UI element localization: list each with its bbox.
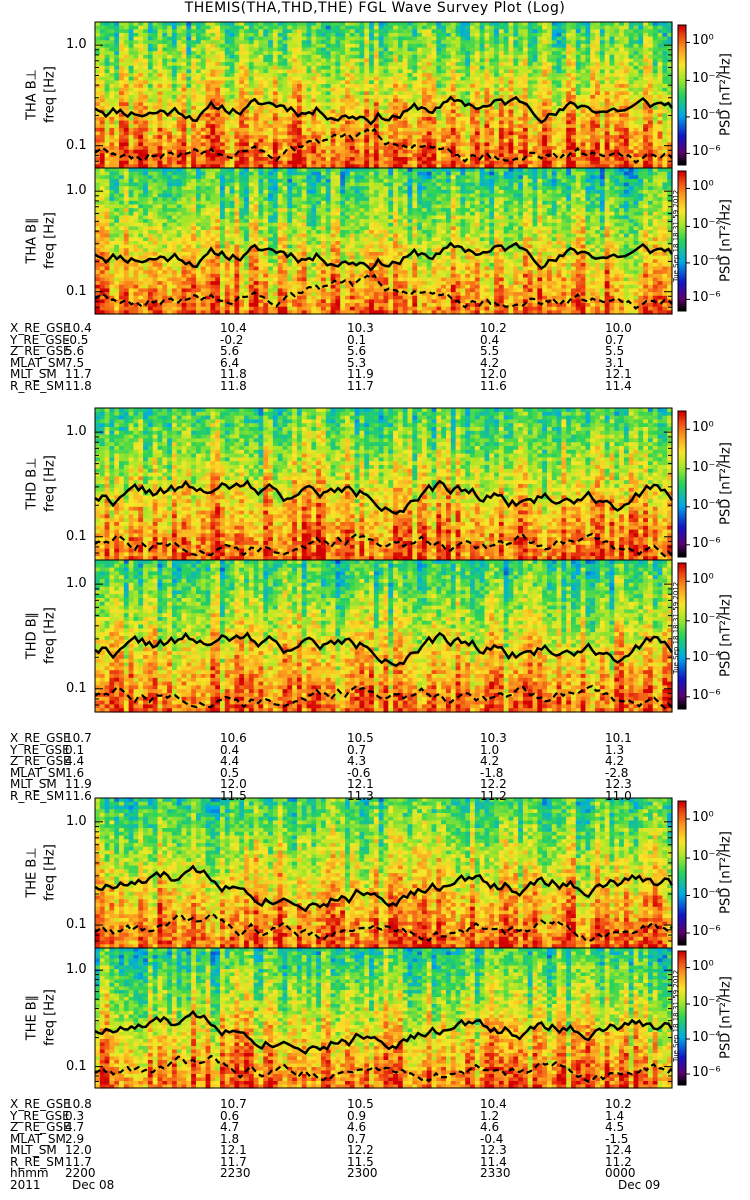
ytick-label: 0.1 xyxy=(66,529,87,544)
wave-survey-plot xyxy=(0,0,750,1200)
colorbar xyxy=(678,411,690,558)
panel-label: THD B∥ xyxy=(25,576,40,696)
panel-tha-bpar xyxy=(95,168,690,315)
colorbar-title: PSD [nT²/Hz] xyxy=(719,186,734,296)
ytick-label: 1.0 xyxy=(66,183,87,198)
ephem-value: 11.8 xyxy=(65,380,92,392)
panel-label: THE B⊥ xyxy=(25,813,40,933)
colorbar-tick-label: 10⁻⁴ xyxy=(692,498,721,513)
colorbar-tick-label: 10⁻⁶ xyxy=(692,290,721,305)
ephem-value: 11.4 xyxy=(605,380,632,392)
freq-axis-label: freq [Hz] xyxy=(43,576,58,696)
freq-axis-label: freq [Hz] xyxy=(43,35,58,155)
ephem-value: 11.2 xyxy=(480,790,507,802)
heatmap xyxy=(95,408,673,561)
panel-label: THE B∥ xyxy=(25,958,40,1078)
ephem-value: 11.7 xyxy=(347,380,374,392)
ytick-label: 0.1 xyxy=(66,917,87,932)
panel-label: THA B⊥ xyxy=(25,35,40,155)
ephem-value: 11.6 xyxy=(65,790,92,802)
ephem-label: R_RE_SM xyxy=(10,380,64,392)
colorbar-tick-label: 10⁰ xyxy=(692,33,714,48)
colorbar-tick-label: 10⁻⁶ xyxy=(692,688,721,703)
ephem-label: R_RE_SM xyxy=(10,790,64,802)
date-end: Dec 09 xyxy=(618,1179,660,1191)
freq-axis-label: freq [Hz] xyxy=(43,181,58,301)
ytick-label: 1.0 xyxy=(66,814,87,829)
colorbar-tick-label: 10⁰ xyxy=(692,959,714,974)
ephem-value: 2230 xyxy=(220,1167,251,1179)
colorbar-tick-label: 10⁰ xyxy=(692,810,714,825)
ephem-value: 2330 xyxy=(480,1167,511,1179)
colorbar-tick-label: 10⁻⁶ xyxy=(692,1065,721,1080)
colorbar-tick-label: 10⁰ xyxy=(692,572,714,587)
colorbar xyxy=(678,25,690,166)
colorbar-tick-label: 10⁻² xyxy=(692,995,721,1010)
ytick-label: 1.0 xyxy=(66,37,87,52)
colorbar-tick-label: 10⁻⁶ xyxy=(692,536,721,551)
ytick-label: 0.1 xyxy=(66,681,87,696)
freq-axis-label: freq [Hz] xyxy=(43,958,58,1078)
panel-thd-bpar xyxy=(95,560,690,713)
ytick-label: 0.1 xyxy=(66,1059,87,1074)
colorbar xyxy=(678,801,690,946)
ytick-label: 0.1 xyxy=(66,284,87,299)
colorbar-title: PSD [nT²/Hz] xyxy=(719,40,734,150)
colorbar-tick-label: 10⁻⁴ xyxy=(692,887,721,902)
colorbar-tick-label: 10⁻² xyxy=(692,460,721,475)
panel-label: THA B∥ xyxy=(25,181,40,301)
timestamp-stamp: Tue Sep 18 18:31:59 2012 xyxy=(672,192,680,282)
ephem-value: 2300 xyxy=(347,1167,378,1179)
ephem-value: 11.3 xyxy=(347,790,374,802)
ephem-value: 11.6 xyxy=(480,380,507,392)
colorbar-tick-label: 10⁰ xyxy=(692,179,714,194)
colorbar-tick-label: 10⁻² xyxy=(692,612,721,627)
colorbar-title: PSD [nT²/Hz] xyxy=(719,963,734,1073)
ephem-value: 11.0 xyxy=(605,790,632,802)
colorbar-tick-label: 10⁻⁶ xyxy=(692,144,721,159)
ytick-label: 1.0 xyxy=(66,424,87,439)
heatmap xyxy=(95,798,673,949)
ephem-value: 11.8 xyxy=(220,380,247,392)
colorbar-tick-label: 10⁰ xyxy=(692,420,714,435)
panel-the-bperp xyxy=(95,798,690,949)
colorbar-title: PSD [nT²/Hz] xyxy=(719,818,734,928)
heatmap xyxy=(95,948,673,1089)
date-start: Dec 08 xyxy=(72,1179,114,1191)
colorbar-tick-label: 10⁻⁴ xyxy=(692,1030,721,1045)
heatmap xyxy=(95,168,673,315)
heatmap xyxy=(95,22,673,169)
colorbar-tick-label: 10⁻⁴ xyxy=(692,254,721,269)
panel-the-bpar xyxy=(95,948,690,1089)
freq-axis-label: freq [Hz] xyxy=(43,813,58,933)
ytick-label: 1.0 xyxy=(66,962,87,977)
date-year: 2011 xyxy=(10,1179,41,1191)
panel-label: THD B⊥ xyxy=(25,424,40,544)
colorbar-title: PSD [nT²/Hz] xyxy=(719,429,734,539)
colorbar-tick-label: 10⁻⁴ xyxy=(692,108,721,123)
heatmap xyxy=(95,560,673,713)
colorbar-title: PSD [nT²/Hz] xyxy=(719,581,734,691)
colorbar-tick-label: 10⁻² xyxy=(692,217,721,232)
panel-thd-bperp xyxy=(95,408,690,561)
colorbar-tick-label: 10⁻⁶ xyxy=(692,924,721,939)
panel-tha-bperp xyxy=(95,22,690,169)
ytick-label: 1.0 xyxy=(66,576,87,591)
colorbar-tick-label: 10⁻² xyxy=(692,71,721,86)
ytick-label: 0.1 xyxy=(66,138,87,153)
ephem-value: 11.5 xyxy=(220,790,247,802)
freq-axis-label: freq [Hz] xyxy=(43,424,58,544)
colorbar-tick-label: 10⁻² xyxy=(692,849,721,864)
timestamp-stamp: Tue Sep 18 18:31:59 2012 xyxy=(672,972,680,1062)
timestamp-stamp: Tue Sep 18 18:31:59 2012 xyxy=(672,584,680,674)
colorbar-tick-label: 10⁻⁴ xyxy=(692,650,721,665)
